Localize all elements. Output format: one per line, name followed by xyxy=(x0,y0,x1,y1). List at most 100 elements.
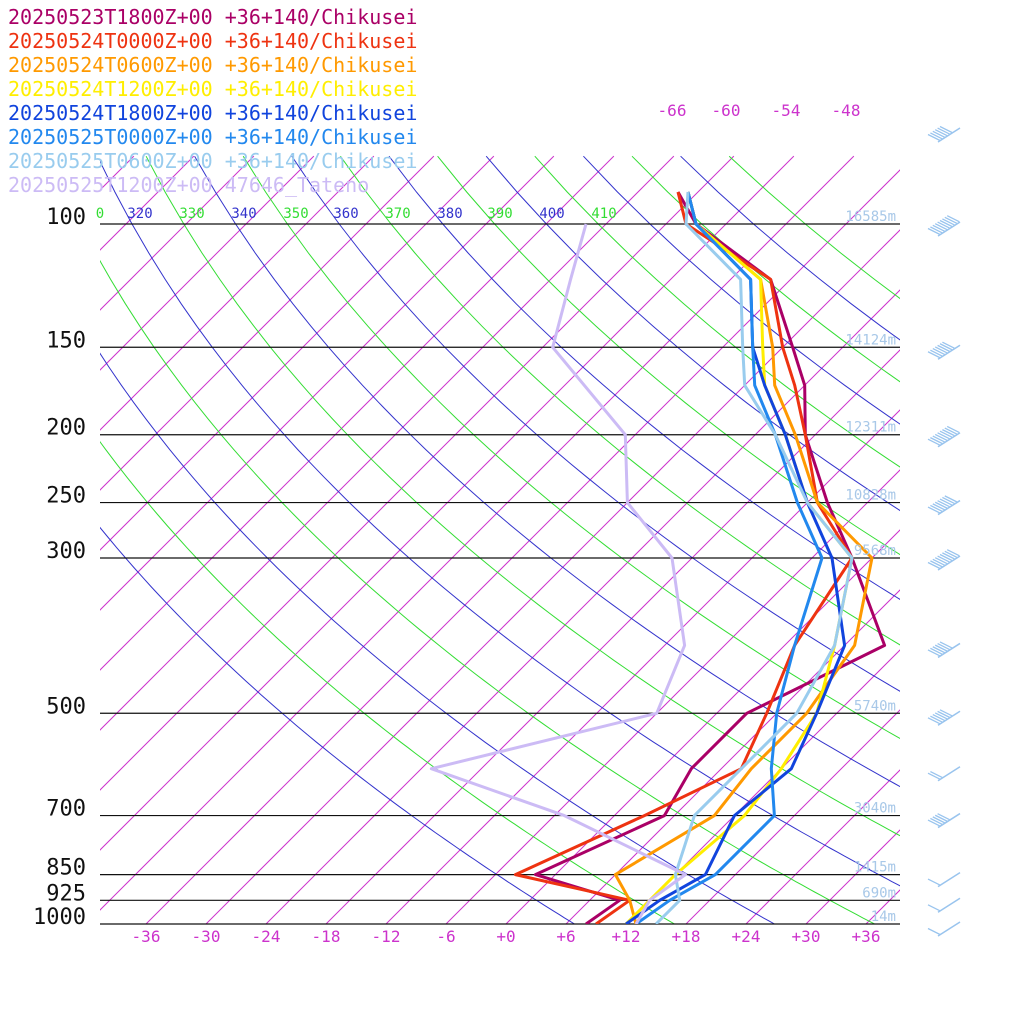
isotherm-line xyxy=(745,769,900,924)
dry-adiabat-line xyxy=(485,155,900,512)
barb-flag xyxy=(946,425,960,434)
top-tick-label: -54 xyxy=(772,101,801,120)
barb-flag xyxy=(930,771,943,779)
dry-adiabat-line xyxy=(145,155,900,837)
barb-flag xyxy=(927,227,941,236)
isotherm-line xyxy=(145,169,900,924)
x-tick-label: +36 xyxy=(852,927,881,946)
barb-flag xyxy=(927,351,941,359)
isotherm-line xyxy=(100,155,315,371)
legend-entry: 20250525T0000Z+00 +36+140/Chikusei xyxy=(8,125,417,149)
barb-flag xyxy=(930,504,943,513)
height-label: 12311m xyxy=(845,420,896,436)
x-tick-label: -30 xyxy=(192,927,221,946)
barb-flag xyxy=(939,219,953,228)
isotherm-line xyxy=(385,409,900,924)
barb-flag xyxy=(927,904,941,912)
pressure-label: 300 xyxy=(46,539,86,564)
sounding-series-line xyxy=(654,191,854,924)
barb-flag xyxy=(932,558,946,566)
barb-staff xyxy=(937,921,961,937)
theta-label: 410 xyxy=(591,206,616,222)
wind-barb xyxy=(927,871,961,888)
barb-flag xyxy=(944,495,958,503)
barb-flag xyxy=(944,427,958,435)
x-tick-label: +12 xyxy=(612,927,641,946)
barb-flag xyxy=(927,772,941,780)
wind-barb xyxy=(927,425,961,448)
barb-flag xyxy=(930,349,943,357)
theta-label: 370 xyxy=(385,206,410,222)
isotherm-line xyxy=(100,155,735,791)
barb-flag xyxy=(932,816,946,824)
height-label: 16585m xyxy=(845,209,896,225)
barb-flag xyxy=(939,553,953,562)
theta-label: 380 xyxy=(437,206,462,222)
barb-flag xyxy=(944,550,958,558)
barb-staff xyxy=(937,766,961,782)
isotherm-line xyxy=(445,469,900,924)
barb-flag xyxy=(937,500,950,508)
barb-flag xyxy=(937,642,950,651)
barb-flag xyxy=(939,343,953,351)
top-tick-label: -60 xyxy=(712,101,741,120)
barb-staff xyxy=(937,871,961,888)
barb-flag xyxy=(927,561,941,570)
barb-flag xyxy=(934,433,948,442)
wind-barb xyxy=(927,549,961,571)
sounding-series-line xyxy=(635,191,824,924)
barb-staff xyxy=(937,127,961,143)
legend-entry: 20250524T1800Z+00 +36+140/Chikusei xyxy=(8,101,417,125)
isotherm-line xyxy=(100,155,675,731)
height-label: 14124m xyxy=(845,332,896,348)
barb-staff xyxy=(937,812,961,829)
wind-barb xyxy=(927,641,961,659)
barb-flag xyxy=(942,552,955,560)
barb-flag xyxy=(942,429,955,437)
isotherm-line xyxy=(100,155,855,911)
barb-flag xyxy=(939,498,953,506)
barb-staff xyxy=(937,221,961,237)
barb-flag xyxy=(937,127,950,135)
wind-barb xyxy=(927,897,961,913)
x-tick-label: +30 xyxy=(792,927,821,946)
dry-adiabat-line xyxy=(534,155,900,468)
isotherm-line xyxy=(625,649,900,924)
barb-flag xyxy=(932,646,946,654)
height-label: 9568m xyxy=(854,543,896,559)
barb-flag xyxy=(942,218,955,226)
wind-barb xyxy=(927,125,961,143)
isotherm-line xyxy=(926,156,1024,924)
legend-entry: 20250524T0000Z+00 +36+140/Chikusei xyxy=(8,29,417,53)
pressure-label: 250 xyxy=(46,484,86,509)
barb-flag xyxy=(932,503,946,511)
pressure-label: 1000 xyxy=(33,905,86,930)
theta-label: 350 xyxy=(283,206,308,222)
height-label: 1415m xyxy=(854,860,896,876)
height-label: 5740m xyxy=(854,698,896,714)
barb-flag xyxy=(930,647,943,655)
grid-layer xyxy=(100,155,1024,924)
isotherm-line xyxy=(100,155,555,611)
barb-staff xyxy=(937,499,961,516)
barb-flag xyxy=(944,216,958,224)
barb-staff xyxy=(937,710,961,726)
isotherm-line xyxy=(100,155,435,491)
pressure-label: 150 xyxy=(46,328,86,353)
pressure-label: 925 xyxy=(46,881,86,906)
dry-adiabat-line xyxy=(100,440,675,924)
top-tick-label: -48 xyxy=(832,101,861,120)
isotherm-line xyxy=(505,529,900,924)
barb-flag xyxy=(934,712,948,720)
barb-flag xyxy=(932,224,946,232)
top-tick-label: -66 xyxy=(658,101,687,120)
barb-flag xyxy=(937,555,950,563)
legend-entry: 20250523T1800Z+00 +36+140/Chikusei xyxy=(8,5,417,29)
theta-label: 320 xyxy=(127,206,152,222)
isotherm-line xyxy=(205,229,900,924)
height-label: 10828m xyxy=(845,488,896,504)
barb-flag xyxy=(934,557,948,565)
height-label: 14m xyxy=(871,909,896,925)
x-tick-label: +6 xyxy=(556,927,575,946)
series-layer xyxy=(429,191,887,924)
